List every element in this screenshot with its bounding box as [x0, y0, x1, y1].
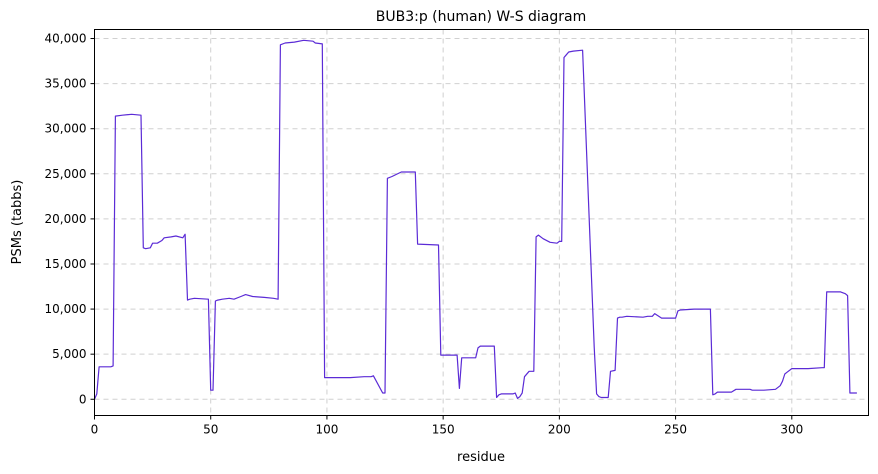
x-tick-label: 100	[315, 423, 338, 437]
x-tick-label: 200	[548, 423, 571, 437]
x-tick-label: 0	[91, 423, 99, 437]
x-tick-label: 300	[780, 423, 803, 437]
y-tick-label: 30,000	[45, 122, 87, 136]
series-layer	[93, 39, 857, 400]
x-axis-ticks: 0 50 100 150 200 250 300	[91, 415, 803, 437]
grid	[94, 29, 869, 416]
x-tick-label: 50	[203, 423, 218, 437]
y-tick-label: 40,000	[45, 32, 87, 46]
x-tick-label: 150	[432, 423, 455, 437]
y-tick-label: 10,000	[45, 302, 87, 316]
y-tick-label: 0	[79, 392, 87, 406]
chart-title: BUB3:p (human) W-S diagram	[376, 9, 587, 25]
x-axis-label: residue	[457, 450, 505, 465]
y-tick-label: 5,000	[52, 347, 86, 361]
y-tick-label: 20,000	[45, 212, 87, 226]
y-axis-ticks: 0 5,000 10,000 15,000 20,000 25,000 30,000 35,0…	[45, 32, 95, 406]
series-line	[93, 39, 857, 400]
y-tick-label: 35,000	[45, 77, 87, 91]
plot-frame	[94, 29, 869, 416]
y-tick-label: 25,000	[45, 167, 87, 181]
x-tick-label: 250	[664, 423, 687, 437]
y-tick-label: 15,000	[45, 257, 87, 271]
y-axis-label: PSMs (tabbs)	[10, 180, 25, 265]
